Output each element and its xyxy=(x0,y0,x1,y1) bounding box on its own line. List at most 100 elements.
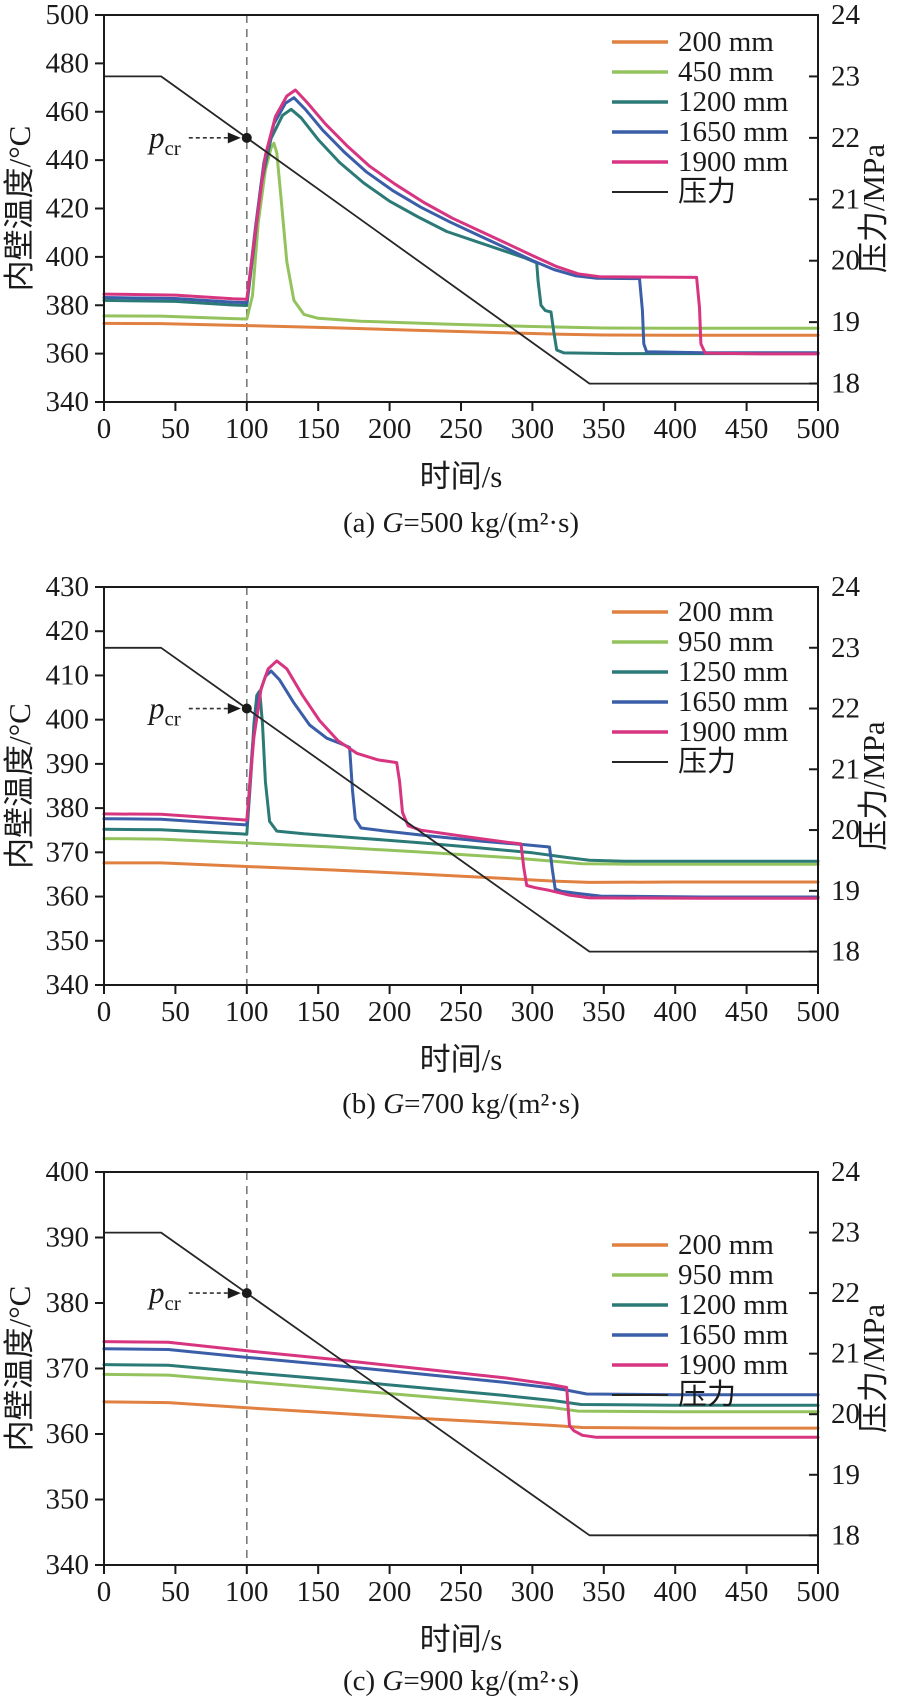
y-right-tick-label: 21 xyxy=(831,753,860,785)
series-1200mm xyxy=(102,1363,820,1407)
x-tick-label: 300 xyxy=(511,996,555,1028)
x-tick-label: 300 xyxy=(511,1576,555,1608)
legend-label-1650mm: 1650 mm xyxy=(678,1319,789,1351)
y-right-tick-label: 21 xyxy=(831,183,860,215)
critical-pressure-dot xyxy=(241,132,252,143)
legend-label-1900mm: 1900 mm xyxy=(678,146,789,178)
y-right-tick-label: 20 xyxy=(831,245,860,277)
chart-caption: (a) G=500 kg/(m²·s) xyxy=(343,507,579,539)
y-right-tick-label: 20 xyxy=(831,1398,860,1430)
series-pressure xyxy=(103,75,819,385)
series-200mm xyxy=(102,861,820,884)
critical-pressure-dot xyxy=(241,1288,252,1299)
x-tick-label: 250 xyxy=(439,413,483,445)
y-left-tick-label: 380 xyxy=(46,1287,90,1319)
x-tick-label: 450 xyxy=(725,996,769,1028)
y-right-tick-label: 22 xyxy=(831,1277,860,1309)
y-left-tick-label: 370 xyxy=(46,836,90,868)
x-tick-label: 200 xyxy=(368,413,412,445)
y-left-tick-label: 340 xyxy=(46,1549,90,1581)
x-tick-label: 400 xyxy=(653,1576,697,1608)
x-tick-label: 150 xyxy=(296,1576,340,1608)
legend-label-pressure: 压力 xyxy=(678,1378,736,1411)
x-tick-label: 0 xyxy=(97,996,112,1028)
y-right-tick-label: 24 xyxy=(831,0,861,31)
y-left-tick-label: 360 xyxy=(46,1418,90,1450)
series-450mm xyxy=(102,141,820,330)
y-left-tick-label: 410 xyxy=(46,659,90,691)
y-right-tick-label: 19 xyxy=(831,1459,860,1491)
y-left-tick-label: 430 xyxy=(46,571,90,603)
y-left-tick-label: 340 xyxy=(46,969,90,1001)
y-left-tick-label: 400 xyxy=(46,704,90,736)
series-950mm xyxy=(102,837,820,866)
x-tick-label: 50 xyxy=(161,413,190,445)
legend-label-450mm: 450 mm xyxy=(678,56,774,88)
x-axis-title: 时间/s xyxy=(420,459,503,494)
y-left-tick-label: 390 xyxy=(46,1222,90,1254)
legend-label-200mm: 200 mm xyxy=(678,1229,774,1261)
legend-label-1900mm: 1900 mm xyxy=(678,1349,789,1381)
chart-a-block: 340 360 380 400 420 440 460 480 500 18 19 20 21 22 23 2… xyxy=(0,0,910,560)
x-tick-label: 350 xyxy=(582,996,626,1028)
chart-c-block: 340 350 360 370 380 390 400 18 19 20 21 22 23 24 0 50 10… xyxy=(0,1120,910,1705)
y-left-axis-title: 内壁温度/°C xyxy=(2,703,37,869)
series-pressure xyxy=(103,1231,819,1537)
y-left-tick-label: 400 xyxy=(46,1156,90,1188)
y-left-tick-label: 370 xyxy=(46,1353,90,1385)
y-right-tick-label: 19 xyxy=(831,875,860,907)
x-tick-label: 50 xyxy=(161,996,190,1028)
legend-label-1650mm: 1650 mm xyxy=(678,116,789,148)
y-right-tick-label: 23 xyxy=(831,60,860,92)
y-right-tick-label: 22 xyxy=(831,122,860,154)
chart-b-canvas: 340 350 360 370 380 390 400 410 420 430 18 19 20 21 22… xyxy=(2,571,891,1120)
x-axis-title: 时间/s xyxy=(420,1622,503,1657)
x-tick-label: 500 xyxy=(796,1576,840,1608)
y-right-tick-label: 21 xyxy=(831,1338,860,1370)
y-left-tick-label: 500 xyxy=(46,0,90,31)
x-tick-label: 250 xyxy=(439,996,483,1028)
x-tick-label: 450 xyxy=(725,1576,769,1608)
x-tick-label: 500 xyxy=(796,996,840,1028)
x-tick-label: 0 xyxy=(97,1576,112,1608)
series-200mm xyxy=(102,1400,820,1430)
annotation-arrowhead xyxy=(227,132,241,144)
x-tick-label: 450 xyxy=(725,413,769,445)
legend-label-1250mm: 1250 mm xyxy=(678,656,789,688)
chart-caption: (b) G=700 kg/(m²·s) xyxy=(342,1088,580,1120)
legend-label-200mm: 200 mm xyxy=(678,596,774,628)
chart-caption: (c) G=900 kg/(m²·s) xyxy=(343,1665,579,1697)
y-right-tick-label: 19 xyxy=(831,306,860,338)
x-tick-label: 100 xyxy=(225,1576,269,1608)
legend-label-1900mm: 1900 mm xyxy=(678,716,789,748)
critical-pressure-dot xyxy=(241,703,252,714)
legend-label-1650mm: 1650 mm xyxy=(678,686,789,718)
annotation-arrowhead xyxy=(227,703,241,715)
legend-label-200mm: 200 mm xyxy=(678,26,774,58)
y-left-tick-label: 350 xyxy=(46,925,90,957)
x-tick-label: 300 xyxy=(511,413,555,445)
y-right-tick-label: 20 xyxy=(831,814,860,846)
chart-a-canvas: 3403603804004204404604805001819202122232… xyxy=(2,0,891,539)
y-left-axis-title: 内壁温度/°C xyxy=(2,126,37,292)
legend-label-pressure: 压力 xyxy=(678,175,736,208)
y-right-axis-title: 压力/MPa xyxy=(856,1304,891,1433)
x-tick-label: 500 xyxy=(796,413,840,445)
y-right-axis-title: 压力/MPa xyxy=(856,721,891,850)
y-left-tick-label: 420 xyxy=(46,615,90,647)
x-tick-label: 100 xyxy=(225,413,269,445)
y-left-tick-label: 480 xyxy=(46,47,90,79)
y-right-tick-label: 23 xyxy=(831,1217,860,1249)
x-tick-label: 250 xyxy=(439,1576,483,1608)
y-left-axis-title: 内壁温度/°C xyxy=(2,1286,37,1452)
y-right-tick-label: 18 xyxy=(831,936,860,968)
y-left-tick-label: 340 xyxy=(46,386,90,418)
y-right-tick-label: 23 xyxy=(831,632,860,664)
legend-label-1200mm: 1200 mm xyxy=(678,1289,789,1321)
y-left-tick-label: 420 xyxy=(46,193,90,225)
x-tick-label: 0 xyxy=(97,413,112,445)
x-tick-label: 350 xyxy=(582,413,626,445)
